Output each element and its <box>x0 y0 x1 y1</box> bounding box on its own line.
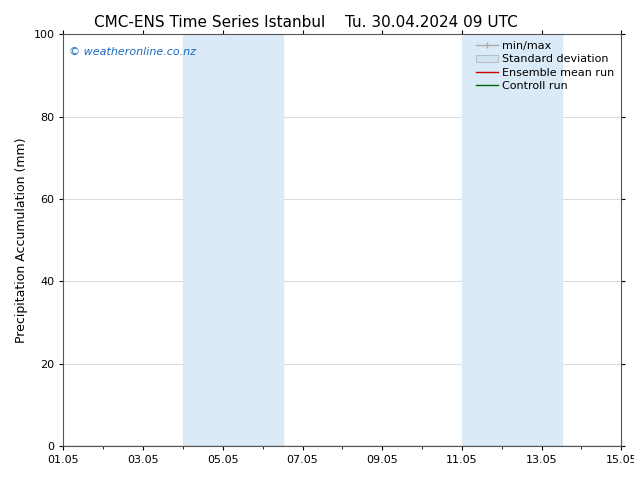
Bar <box>462 34 562 446</box>
Bar <box>183 34 283 446</box>
Text: © weatheronline.co.nz: © weatheronline.co.nz <box>69 47 196 57</box>
Text: CMC-ENS Time Series Istanbul: CMC-ENS Time Series Istanbul <box>94 15 325 30</box>
Text: Tu. 30.04.2024 09 UTC: Tu. 30.04.2024 09 UTC <box>345 15 517 30</box>
Legend: min/max, Standard deviation, Ensemble mean run, Controll run: min/max, Standard deviation, Ensemble me… <box>471 37 619 96</box>
Y-axis label: Precipitation Accumulation (mm): Precipitation Accumulation (mm) <box>15 137 28 343</box>
